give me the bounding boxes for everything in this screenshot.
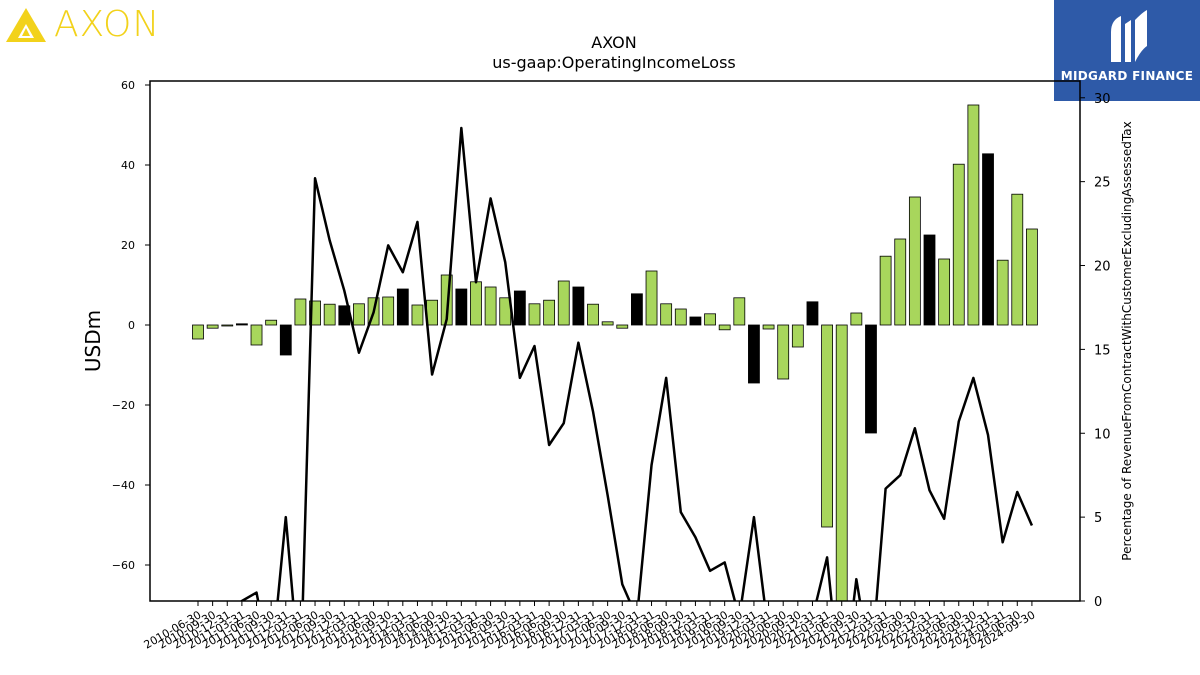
bar — [908, 196, 921, 326]
bar — [279, 324, 292, 356]
bar — [382, 296, 395, 326]
series-line — [240, 126, 1034, 601]
bar — [250, 324, 263, 346]
chart-subtitle: us-gaap:OperatingIncomeLoss — [492, 53, 736, 72]
bar — [543, 299, 556, 326]
logo-text: AXON — [54, 4, 161, 45]
bar — [982, 153, 994, 326]
bar — [952, 163, 965, 326]
bar — [791, 324, 804, 348]
bar — [470, 281, 482, 326]
bar — [528, 303, 541, 326]
bar — [777, 324, 790, 380]
bar — [323, 303, 336, 326]
y2-tick-label: 10 — [1094, 427, 1111, 442]
bar — [967, 104, 980, 326]
bar — [996, 259, 1009, 326]
bar — [762, 324, 775, 330]
bar — [894, 238, 907, 326]
bar — [689, 316, 702, 326]
y-tick-label: 20 — [121, 239, 135, 252]
bar — [938, 258, 951, 326]
bar — [1011, 193, 1024, 326]
y-axis-right: 0 5 10 15 20 25 30 — [1080, 92, 1111, 610]
y2-tick-label: 15 — [1094, 343, 1111, 358]
y2-axis-label: Percentage of RevenueFromContractWithCus… — [1120, 121, 1134, 560]
bar — [645, 270, 658, 326]
bar — [557, 280, 570, 326]
y-tick-label: 40 — [121, 159, 135, 172]
bar — [572, 286, 585, 326]
plot-marks — [192, 104, 1038, 601]
plot-frame — [149, 80, 1081, 602]
y-tick-label: −60 — [112, 559, 135, 572]
bar — [396, 288, 409, 326]
bar — [601, 321, 614, 326]
bar — [835, 324, 848, 601]
bar — [879, 255, 892, 326]
y-axis-label: USDm — [81, 310, 105, 372]
bar — [206, 324, 219, 329]
bar — [733, 297, 746, 326]
bar — [192, 324, 204, 340]
y2-tick-label: 20 — [1094, 260, 1111, 275]
bar — [631, 293, 643, 326]
bar — [265, 319, 278, 326]
bar — [411, 304, 424, 326]
y2-tick-label: 5 — [1094, 511, 1102, 526]
axon-logo-icon — [6, 7, 46, 42]
bar — [718, 324, 731, 331]
brand-name: MIDGARD FINANCE — [1060, 69, 1194, 83]
bar — [353, 303, 365, 326]
y2-tick-label: 0 — [1094, 595, 1102, 610]
bar — [221, 324, 234, 327]
y-tick-label: 0 — [128, 319, 135, 332]
bar — [309, 300, 321, 326]
bar — [1026, 228, 1038, 326]
y-tick-label: 60 — [121, 79, 135, 92]
bar — [513, 290, 526, 326]
bar — [923, 234, 936, 326]
bar — [674, 308, 687, 326]
bar — [455, 288, 468, 326]
brand-mark-icon — [1111, 10, 1147, 62]
y-tick-label: −20 — [112, 399, 135, 412]
bar — [660, 303, 673, 326]
x-axis: 2010-06-302010-09-302010-12-312011-03-31… — [142, 601, 1037, 652]
plot-area — [192, 104, 1038, 601]
bar — [484, 286, 497, 326]
chart-title: AXON — [591, 33, 636, 52]
bar — [587, 303, 599, 326]
bar — [865, 324, 877, 434]
bar — [821, 324, 833, 528]
y2-tick-label: 30 — [1094, 92, 1111, 107]
bar — [294, 298, 307, 326]
bar — [806, 301, 819, 326]
bar — [748, 324, 760, 384]
y2-tick-label: 25 — [1094, 176, 1111, 191]
bar — [704, 313, 716, 326]
brand-badge: MIDGARD FINANCE — [1054, 0, 1200, 101]
y-tick-label: −40 — [112, 479, 135, 492]
bar — [440, 274, 453, 326]
axon-logo: AXON — [4, 4, 160, 45]
bar — [850, 312, 863, 326]
bar — [616, 324, 629, 329]
y-axis-left: −60 −40 −20 0 20 40 60 — [112, 79, 150, 572]
bar — [235, 323, 248, 326]
